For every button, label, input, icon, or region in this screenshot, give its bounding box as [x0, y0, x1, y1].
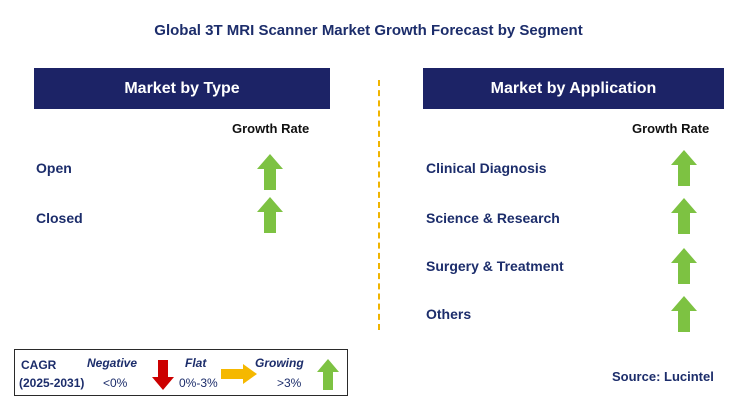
- legend-period: (2025-2031): [19, 376, 85, 390]
- up-arrow-icon: [257, 197, 283, 233]
- panel-divider: [378, 80, 380, 330]
- application-row-label-clinical-diagnosis: Clinical Diagnosis: [426, 160, 547, 176]
- legend-negative-label: Negative: [87, 356, 138, 370]
- up-arrow-icon: [671, 150, 697, 186]
- down-arrow-icon: [152, 360, 174, 390]
- source-note: Source: Lucintel: [612, 369, 714, 384]
- up-arrow-icon: [671, 248, 697, 284]
- application-row-label-others: Others: [426, 306, 472, 322]
- up-arrow-icon: [671, 296, 697, 332]
- type-growth-rate-label: Growth Rate: [232, 121, 310, 136]
- right-arrow-icon: [221, 364, 257, 384]
- cagr-legend: CAGR (2025-2031) Negative <0% Flat 0%-3%…: [14, 349, 348, 396]
- up-arrow-icon: [671, 198, 697, 234]
- chart-title: Global 3T MRI Scanner Market Growth Fore…: [154, 22, 583, 39]
- type-row-label-closed: Closed: [36, 210, 83, 226]
- up-arrow-icon: [257, 154, 283, 190]
- application-row-label-science-research: Science & Research: [426, 210, 560, 226]
- type-panel-header: Market by Type: [34, 68, 330, 109]
- up-arrow-icon: [317, 359, 339, 390]
- legend-flat-range: 0%-3%: [179, 376, 218, 390]
- application-row-label-surgery-treatment: Surgery & Treatment: [426, 258, 564, 274]
- type-row-label-open: Open: [36, 160, 72, 176]
- application-growth-rate-label: Growth Rate: [632, 121, 710, 136]
- legend-flat-label: Flat: [185, 356, 207, 370]
- legend-growing-range: >3%: [277, 376, 302, 390]
- legend-growing-label: Growing: [255, 356, 304, 370]
- legend-negative-range: <0%: [103, 376, 128, 390]
- legend-cagr-label: CAGR: [21, 358, 57, 372]
- application-panel-header: Market by Application: [423, 68, 724, 109]
